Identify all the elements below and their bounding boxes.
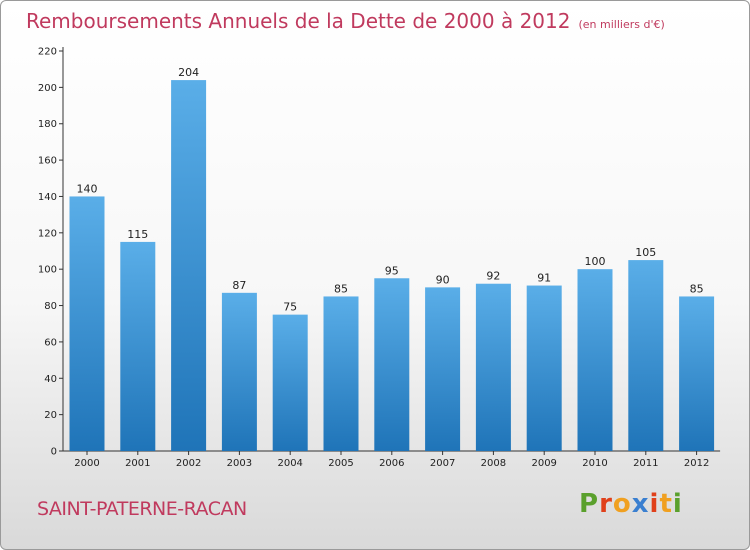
bar-2005	[323, 296, 359, 451]
bar-2008	[475, 283, 511, 451]
proxiti-logo: Proxiti	[579, 489, 683, 519]
bar-2012	[679, 296, 715, 451]
bars: 140 115 204 87 75 85 95 90 92 91 100 105 85	[69, 66, 715, 451]
logo-letter: r	[599, 489, 613, 519]
y-tick-label: 140	[38, 192, 57, 203]
bar-2001	[120, 241, 156, 451]
x-tick-label: 2005	[328, 458, 353, 469]
logo-letter: o	[612, 489, 632, 519]
x-tick-label: 2003	[227, 458, 252, 469]
bar-value-label: 85	[690, 282, 704, 295]
x-tick-label: 2001	[125, 458, 150, 469]
logo-letter: i	[672, 489, 683, 519]
bar-2003	[221, 292, 257, 451]
bar-2006	[374, 278, 410, 451]
logo-letter: P	[579, 489, 600, 519]
bar-value-label: 140	[77, 182, 98, 195]
bar-2002	[171, 80, 207, 451]
x-tick-label: 2010	[582, 458, 607, 469]
y-tick-label: 60	[44, 337, 57, 348]
x-tick-label: 2004	[277, 458, 302, 469]
bar-2000	[69, 196, 105, 451]
bar-2011	[628, 260, 664, 451]
y-tick-label: 220	[38, 47, 57, 58]
chart-title: Remboursements Annuels de la Dette de 20…	[26, 9, 665, 33]
bar-2010	[577, 269, 613, 451]
bar-value-label: 204	[178, 66, 199, 79]
bar-value-label: 75	[283, 301, 297, 314]
y-tick-label: 160	[38, 156, 57, 167]
bar-2009	[526, 285, 562, 451]
bar-value-label: 87	[232, 279, 246, 292]
x-tick-label: 2007	[430, 458, 455, 469]
bar-value-label: 90	[436, 273, 450, 286]
y-tick-label: 40	[44, 374, 57, 385]
bar-2007	[425, 287, 461, 451]
x-tick-label: 2008	[481, 458, 506, 469]
y-tick-label: 0	[51, 447, 57, 458]
bar-value-label: 85	[334, 282, 348, 295]
x-tick-label: 2009	[531, 458, 556, 469]
x-tick-label: 2006	[379, 458, 404, 469]
logo-letter: t	[659, 489, 673, 519]
town-name: SAINT-PATERNE-RACAN	[37, 498, 247, 520]
title-text: Remboursements Annuels de la Dette de 20…	[26, 9, 571, 33]
bar-2004	[272, 314, 308, 451]
bar-value-label: 115	[127, 228, 148, 241]
y-tick-label: 180	[38, 119, 57, 130]
bar-value-label: 92	[486, 270, 500, 283]
y-tick-label: 120	[38, 228, 57, 239]
bar-value-label: 91	[537, 272, 551, 285]
bar-value-label: 105	[635, 246, 656, 259]
y-tick-label: 200	[38, 83, 57, 94]
x-tick-label: 2002	[176, 458, 201, 469]
logo-letter: x	[631, 489, 650, 519]
bar-value-label: 100	[585, 255, 606, 268]
y-tick-label: 20	[44, 410, 57, 421]
logo-letter: i	[649, 489, 660, 519]
x-tick-label: 2012	[684, 458, 709, 469]
bar-value-label: 95	[385, 264, 399, 277]
y-tick-label: 80	[44, 301, 57, 312]
unit-text: (en milliers d'€)	[578, 18, 665, 31]
y-tick-label: 100	[38, 265, 57, 276]
x-tick-label: 2000	[74, 458, 99, 469]
x-tick-label: 2011	[633, 458, 658, 469]
